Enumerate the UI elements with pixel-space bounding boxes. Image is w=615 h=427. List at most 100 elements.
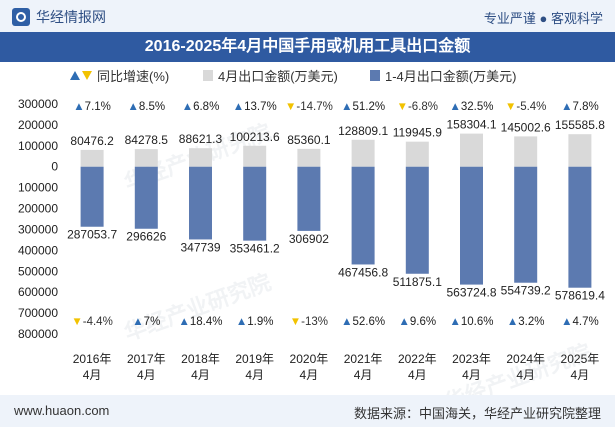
april-growth-label: ▲8.5% [127,101,165,113]
triangle-down-icon: ▼ [290,316,301,328]
growth-value: -5.4% [516,101,546,113]
growth-value: 32.5% [461,101,494,113]
legend-growth: 同比增速(%) [70,66,169,85]
growth-value: 10.6% [461,316,494,328]
ytd-value-label: 296626 [126,230,166,244]
x-tick-label-month: 4月 [191,368,210,382]
ytd-value-label: 554739.2 [501,284,551,298]
growth-value: 1.9% [247,316,273,328]
triangle-up-icon: ▲ [132,316,143,328]
growth-value: 4.7% [572,316,598,328]
april-bar [243,145,267,167]
april-growth-label: ▲32.5% [450,101,494,113]
y-tick-label: 300000 [18,222,58,236]
ytd-bar [189,166,212,240]
april-bar [514,136,538,167]
legend-april-label: 4月出口金额(万美元) [218,69,338,84]
y-tick-label: 500000 [18,264,58,278]
ytd-bar [351,166,375,265]
ytd-growth-label: ▲10.6% [450,316,494,328]
april-bar [297,148,321,167]
april-growth-label: ▲51.2% [341,101,385,113]
tagline: 专业严谨 ● 客观科学 [483,11,603,26]
triangle-up-icon: ▲ [233,101,244,113]
april-bar [189,148,212,167]
april-growth-label: ▼-5.4% [505,101,546,113]
april-value-label: 128809.1 [338,124,388,138]
april-bar [568,134,592,167]
growth-value: 7.1% [85,101,111,113]
april-value-label: 80476.2 [70,134,114,148]
x-tick-label-month: 4月 [516,368,535,382]
x-tick-label-year: 2022年 [398,352,437,366]
y-tick-label: 100000 [18,139,58,153]
x-tick-label-year: 2019年 [235,352,274,366]
ytd-growth-label: ▲3.2% [507,316,545,328]
x-tick-label-month: 4月 [245,368,264,382]
growth-value: 8.5% [139,101,165,113]
ytd-bar [514,166,538,283]
april-bar [405,141,429,167]
april-bar [80,149,104,167]
brand-name: 华经情报网 [36,9,106,25]
ytd-bar [80,166,104,227]
ytd-growth-label: ▼-13% [290,316,328,328]
triangle-up-icon: ▲ [179,316,190,328]
y-tick-label: 300000 [18,97,58,111]
ytd-bar [243,166,267,241]
ytd-bar [297,166,321,231]
ytd-growth-label: ▲18.4% [179,316,223,328]
ytd-growth-label: ▼-4.4% [71,316,112,328]
growth-value: 13.7% [244,101,277,113]
brand[interactable]: 华经情报网 [12,7,106,27]
triangle-down-icon: ▼ [505,101,516,113]
ytd-growth-label: ▲9.6% [398,316,436,328]
growth-value: 51.2% [352,101,385,113]
triangle-down-icon: ▼ [71,316,82,328]
y-tick-label: 0 [51,160,58,174]
triangle-down-icon [82,71,92,80]
april-growth-label: ▼-14.7% [285,101,333,113]
growth-value: 9.6% [410,316,436,328]
x-tick-label-month: 4月 [137,368,156,382]
ytd-growth-label: ▲4.7% [561,316,599,328]
legend-ytd: 1-4月出口金额(万美元) [370,66,516,85]
y-tick-label: 200000 [18,202,58,216]
x-tick-label-month: 4月 [462,368,481,382]
chart-legend: 同比增速(%) 4月出口金额(万美元) 1-4月出口金额(万美元) [0,66,615,86]
triangle-up-icon: ▲ [398,316,409,328]
april-bar [134,149,158,167]
triangle-up-icon: ▲ [236,316,247,328]
ytd-value-label: 353461.2 [230,242,280,256]
april-growth-label: ▲13.7% [233,101,277,113]
ytd-value-label: 578619.4 [555,289,605,303]
triangle-up-icon: ▲ [507,316,518,328]
legend-april: 4月出口金额(万美元) [203,66,338,85]
x-tick-label-month: 4月 [83,368,102,382]
y-tick-label: 800000 [18,327,58,341]
triangle-up-icon: ▲ [561,316,572,328]
y-tick-label: 100000 [18,181,58,195]
april-growth-label: ▲7.8% [561,101,599,113]
legend-ytd-label: 1-4月出口金额(万美元) [385,69,517,84]
april-growth-label: ▼-6.8% [397,101,438,113]
april-growth-label: ▲7.1% [73,101,111,113]
y-tick-label: 600000 [18,285,58,299]
website-link[interactable]: www.huaon.com [14,403,110,418]
x-tick-label-month: 4月 [408,368,427,382]
growth-value: 52.6% [352,316,385,328]
legend-growth-label: 同比增速(%) [97,69,170,84]
ytd-value-label: 467456.8 [338,265,388,279]
brand-logo-icon [12,8,30,26]
ytd-value-label: 563724.8 [446,286,496,300]
y-tick-label: 400000 [18,243,58,257]
ytd-bar [568,166,592,288]
x-tick-label-month: 4月 [354,368,373,382]
x-tick-label-month: 4月 [300,368,319,382]
april-growth-label: ▲6.8% [182,101,220,113]
triangle-up-icon: ▲ [182,101,193,113]
triangle-up-icon: ▲ [450,101,461,113]
triangle-down-icon: ▼ [285,101,296,113]
triangle-up-icon: ▲ [450,316,461,328]
